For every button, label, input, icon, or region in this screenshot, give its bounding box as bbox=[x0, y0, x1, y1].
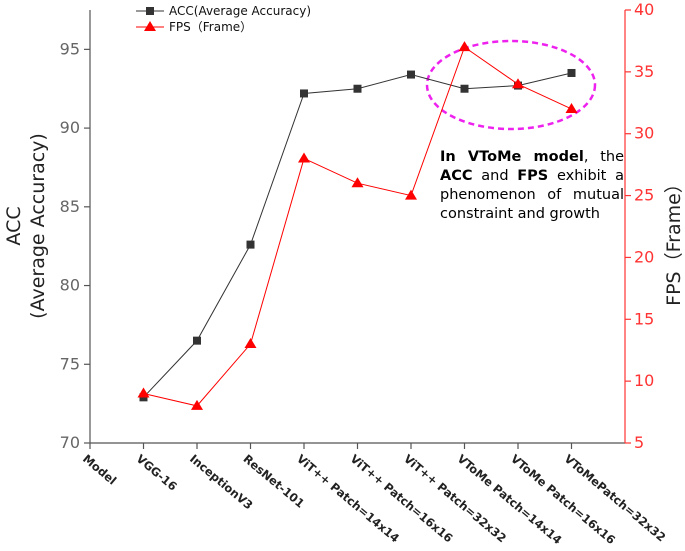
fps-point bbox=[191, 399, 203, 410]
right-tick-label: 20 bbox=[634, 247, 654, 266]
x-tick-label: VToMePatch=32x32 bbox=[562, 452, 669, 545]
fps-point bbox=[458, 41, 471, 52]
legend-fps-marker bbox=[144, 21, 156, 31]
legend-acc-marker bbox=[146, 7, 154, 15]
left-tick-label: 80 bbox=[60, 276, 80, 295]
fps-point bbox=[137, 387, 150, 398]
x-tick-label: Model bbox=[80, 452, 119, 488]
acc-point bbox=[193, 336, 201, 345]
annotation-text: In VToMe model, the ACC and FPS exhibit … bbox=[440, 148, 624, 224]
right-tick-label: 10 bbox=[634, 371, 654, 390]
annotation-bold-fps: FPS bbox=[517, 168, 549, 184]
highlight-ellipse bbox=[425, 39, 597, 131]
acc-point bbox=[300, 89, 308, 98]
left-tick-label: 75 bbox=[60, 354, 80, 373]
annotation-text-part: , the bbox=[583, 149, 625, 165]
x-tick-label: ViT++ Patch=32x32 bbox=[401, 452, 509, 546]
right-tick-label: 35 bbox=[634, 62, 654, 81]
left-tick-label: 70 bbox=[60, 433, 80, 452]
right-tick-label: 5 bbox=[634, 433, 644, 452]
acc-point bbox=[353, 84, 362, 93]
right-tick-label: 15 bbox=[634, 309, 654, 328]
x-tick-label: VGG-16 bbox=[134, 452, 180, 494]
right-tick-label: 40 bbox=[634, 0, 654, 19]
right-tick-label: 30 bbox=[634, 124, 654, 143]
fps-point bbox=[405, 189, 417, 200]
y2-axis-title: FPS（Frame） bbox=[663, 174, 685, 306]
fps-point bbox=[351, 177, 364, 188]
x-tick-label: VToMe Patch=14x14 bbox=[455, 452, 565, 547]
fps-point bbox=[512, 78, 524, 89]
legend-fps-label: FPS（Frame） bbox=[169, 20, 252, 34]
left-tick-label: 90 bbox=[60, 118, 80, 137]
fps-point bbox=[565, 102, 578, 113]
x-tick-label: VToMe Patch=16x16 bbox=[508, 452, 618, 547]
left-tick-label: 85 bbox=[60, 197, 80, 216]
fps-point bbox=[298, 152, 310, 163]
fps-point bbox=[244, 338, 257, 349]
acc-point bbox=[407, 70, 415, 79]
acc-series-line bbox=[143, 72, 572, 398]
legend-acc-label: ACC(Average Accuracy) bbox=[169, 4, 311, 18]
annotation-bold-acc: ACC bbox=[440, 168, 473, 184]
x-tick-label: ViT++ Patch=14x14 bbox=[294, 452, 402, 546]
acc-point bbox=[567, 68, 576, 77]
annotation-text-part: exhibit a phenomenon of mutual constrain… bbox=[440, 168, 624, 222]
left-tick-label: 95 bbox=[60, 39, 80, 58]
fps-series-line bbox=[143, 46, 572, 407]
y-axis-title: ACC (Average Accuracy) bbox=[3, 133, 49, 319]
acc-point bbox=[246, 240, 255, 249]
x-tick-label: ViT++ Patch=16x16 bbox=[348, 452, 456, 546]
y-axis-title-line: ACC bbox=[3, 206, 25, 245]
annotation-text-part: and bbox=[472, 168, 518, 184]
acc-point bbox=[460, 84, 469, 93]
y-axis-title-line: (Average Accuracy) bbox=[27, 133, 49, 319]
annotation-bold-model: In VToMe model bbox=[440, 149, 584, 165]
right-tick-label: 25 bbox=[634, 186, 654, 205]
